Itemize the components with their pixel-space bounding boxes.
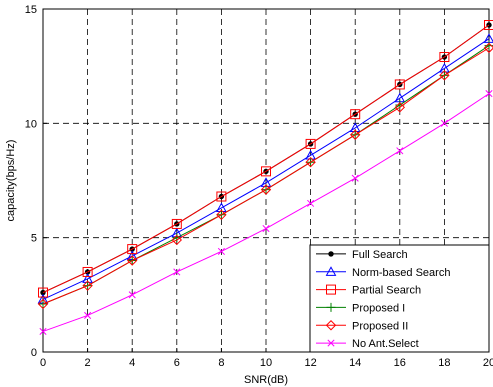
y-tick-label: 5 bbox=[31, 233, 37, 245]
legend-marker bbox=[329, 252, 333, 256]
legend-label: Partial Search bbox=[352, 285, 421, 297]
legend: Full Search Norm-based Search Partial Sear… bbox=[310, 245, 489, 352]
x-tick-label: 6 bbox=[174, 357, 180, 369]
legend-box bbox=[310, 245, 489, 352]
legend-label: Norm-based Search bbox=[352, 267, 450, 279]
x-tick-label: 2 bbox=[85, 357, 91, 369]
x-tick-label: 8 bbox=[218, 357, 224, 369]
x-tick-label: 18 bbox=[438, 357, 450, 369]
x-tick-label: 12 bbox=[304, 357, 316, 369]
x-tick-label: 16 bbox=[394, 357, 406, 369]
x-tick-label: 20 bbox=[483, 357, 493, 369]
x-tick-label: 0 bbox=[40, 357, 46, 369]
legend-label: Proposed I bbox=[352, 302, 405, 314]
legend-label: Proposed II bbox=[352, 320, 408, 332]
x-tick-label: 14 bbox=[349, 357, 361, 369]
y-tick-label: 0 bbox=[31, 347, 37, 359]
y-axis-label: capacity(bps/Hz) bbox=[5, 140, 17, 222]
y-tick-label: 15 bbox=[25, 4, 37, 16]
y-tick-label: 10 bbox=[25, 118, 37, 130]
x-tick-label: 10 bbox=[260, 357, 272, 369]
legend-label: No Ant.Select bbox=[352, 338, 419, 350]
x-tick-label: 4 bbox=[129, 357, 135, 369]
x-axis-label: SNR(dB) bbox=[244, 374, 288, 386]
legend-label: Full Search bbox=[352, 249, 408, 261]
